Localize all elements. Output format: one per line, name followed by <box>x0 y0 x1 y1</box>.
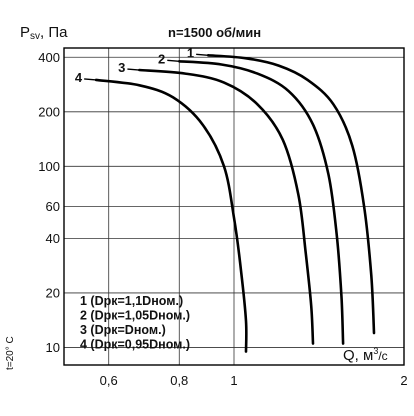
temperature-note: t=20° С <box>5 336 16 370</box>
y-tick-label: 400 <box>38 50 60 65</box>
x-axis-label-rest: /с <box>378 349 387 363</box>
legend-entry: 1 (Dрк=1,1Dном.) <box>80 294 183 308</box>
curve-label-leader <box>127 68 140 71</box>
y-axis-label-rest: , Па <box>40 24 68 41</box>
y-axis-label-sub: sv <box>30 31 40 42</box>
legend-entry: 4 (Dрк=0,95Dном.) <box>80 338 190 352</box>
x-tick-labels: 0,6 0,8 1 2 <box>100 373 408 388</box>
legend-entry: 2 (Dрк=1,05Dном.) <box>80 309 190 323</box>
x-tick-label: 0,8 <box>170 373 188 388</box>
curve-label-leader <box>84 78 97 81</box>
curve-4 <box>94 78 248 353</box>
x-tick-label: 2 <box>400 373 407 388</box>
plot-frame <box>63 47 405 366</box>
curve-label-4: 4 <box>75 70 83 85</box>
y-axis-label-main: P <box>20 24 30 41</box>
y-tick-label: 60 <box>46 199 60 214</box>
y-tick-label: 200 <box>38 104 60 119</box>
curve-label-leader <box>196 53 209 57</box>
y-tick-label: 100 <box>38 159 60 174</box>
curves <box>94 54 376 353</box>
legend: 1 (Dрк=1,1Dном.)2 (Dрк=1,05Dном.)3 (Dрк=… <box>80 294 190 352</box>
chart-title: n=1500 об/мин <box>168 25 261 40</box>
x-tick-label: 1 <box>230 373 237 388</box>
curve-labels: 1 2 3 4 <box>75 45 209 85</box>
curve-3 <box>138 68 315 345</box>
y-tick-labels: 10 20 40 60 100 200 400 <box>38 50 60 355</box>
y-tick-label: 40 <box>46 231 60 246</box>
x-axis-label-main: Q, м <box>343 347 373 364</box>
legend-entry: 3 (Dрк=Dном.) <box>80 323 166 337</box>
y-tick-label: 10 <box>46 340 60 355</box>
curve-2 <box>178 60 345 345</box>
y-tick-label: 20 <box>46 285 60 300</box>
x-axis-label-sup: 3 <box>373 346 378 356</box>
x-tick-label: 0,6 <box>100 373 118 388</box>
y-axis-label: Psv, Па <box>20 24 68 42</box>
curve-label-3: 3 <box>118 60 125 75</box>
curve-label-2: 2 <box>158 51 165 66</box>
curve-label-1: 1 <box>187 45 194 60</box>
curve-1 <box>206 54 376 335</box>
curve-label-leader <box>167 59 180 62</box>
x-axis-label: Q, м3/с <box>343 346 388 364</box>
